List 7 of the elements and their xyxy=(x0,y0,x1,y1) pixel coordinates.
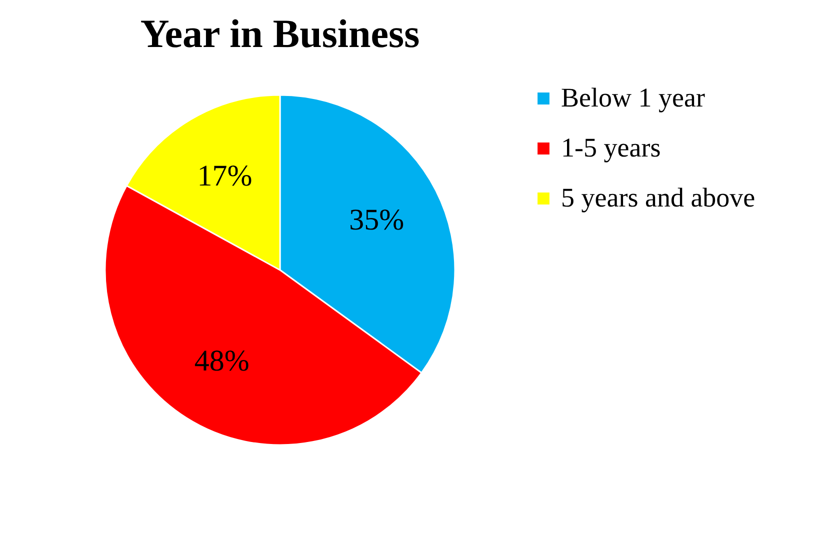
data-label: 35% xyxy=(349,204,404,237)
legend-label: 1-5 years xyxy=(561,132,661,162)
chart-title: Year in Business xyxy=(140,11,420,56)
data-label: 17% xyxy=(197,160,252,193)
legend-label: 5 years and above xyxy=(561,182,756,212)
data-label: 48% xyxy=(194,344,250,378)
legend-label: Below 1 year xyxy=(561,82,705,112)
